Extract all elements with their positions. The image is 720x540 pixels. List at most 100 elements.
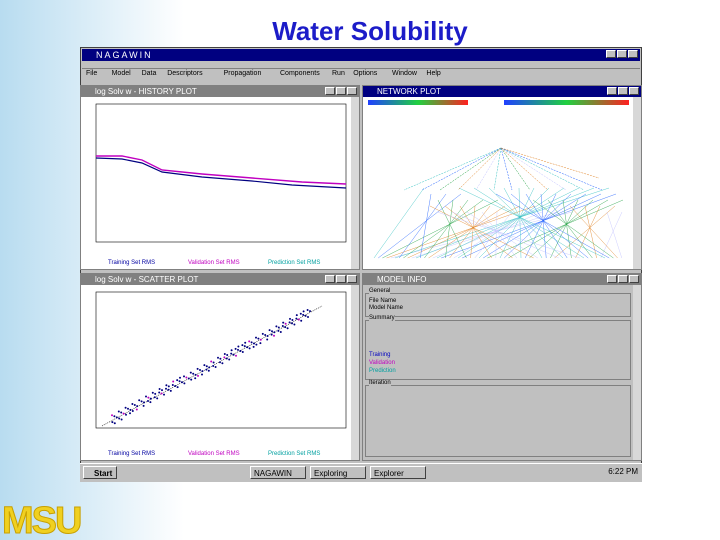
taskbar-item[interactable]: Explorer — [370, 466, 426, 479]
window-title: NETWORK PLOT — [377, 87, 442, 96]
scatter-point — [120, 411, 123, 414]
scatter-point — [201, 370, 204, 373]
scatter-point — [203, 364, 206, 367]
window-title: MODEL INFO — [377, 275, 427, 284]
network-edge — [457, 147, 502, 191]
network-edge — [569, 205, 618, 259]
scatter-point — [212, 361, 215, 364]
scatter-point — [300, 319, 303, 322]
scatter-point — [199, 369, 201, 371]
window-titlebar: log Solv w - SCATTER PLOT — [81, 274, 359, 285]
scatter-point — [113, 422, 116, 425]
maximize-button[interactable] — [618, 275, 628, 283]
scatter-point — [309, 310, 311, 313]
maximize-button[interactable] — [617, 50, 627, 58]
scatter-point — [264, 333, 267, 336]
scatter-point — [176, 379, 179, 382]
minimize-button[interactable] — [607, 87, 617, 95]
scatter-point — [237, 348, 239, 351]
network-edge — [495, 211, 498, 259]
network-edge — [403, 199, 484, 259]
legend-entry: Training Set RMS — [108, 451, 155, 457]
section-box — [365, 293, 631, 317]
scatter-point — [306, 309, 309, 312]
scatter-point — [259, 342, 262, 345]
close-button[interactable] — [629, 275, 639, 283]
network-edge — [441, 193, 617, 259]
scatter-point — [181, 381, 183, 384]
scatter-point — [291, 318, 294, 321]
maximize-button[interactable] — [618, 87, 628, 95]
menu-item[interactable]: Descriptors — [167, 70, 203, 77]
taskbar: Start 6:22 PM NAGAWIN Exploring Explorer — [80, 463, 642, 482]
scatter-point — [142, 404, 145, 407]
taskbar-item[interactable]: Exploring — [310, 466, 366, 479]
minimize-button[interactable] — [606, 50, 616, 58]
scatter-point — [167, 385, 170, 388]
minimize-button[interactable] — [325, 275, 335, 283]
menu-item[interactable]: File — [86, 70, 98, 77]
scatter-point — [268, 329, 271, 332]
history-plot: Training Set RMS Validation Set RMS Predic… — [95, 103, 347, 266]
network-edge — [373, 187, 425, 259]
network-edge — [562, 199, 572, 259]
minimize-button[interactable] — [325, 87, 335, 95]
network-edge — [473, 187, 585, 259]
network-edge — [382, 199, 499, 259]
toolbar — [82, 62, 640, 69]
scatter-point — [111, 421, 114, 424]
scatter-point — [248, 347, 251, 350]
close-button[interactable] — [347, 275, 357, 283]
minimize-button[interactable] — [607, 275, 617, 283]
scatter-point — [212, 364, 215, 367]
scatter-point — [131, 409, 134, 412]
info-row: File Name — [369, 298, 397, 304]
network-edge — [470, 205, 476, 259]
scatter-point — [297, 318, 300, 321]
scatter-point — [151, 391, 154, 394]
network-edge — [436, 187, 580, 259]
scatter-point — [136, 405, 139, 408]
network-edge — [500, 147, 513, 191]
scatter-point — [277, 329, 280, 332]
taskbar-item[interactable]: NAGAWIN — [250, 466, 306, 479]
legend-entry: Prediction Set RMS — [268, 451, 320, 457]
network-edge — [407, 205, 521, 259]
network-edge — [436, 211, 580, 259]
scatter-point — [219, 361, 221, 364]
scatter-point — [273, 334, 275, 337]
menu-item[interactable]: Run — [332, 70, 345, 77]
menu-item[interactable]: Data — [141, 70, 157, 77]
scatter-point — [197, 374, 199, 377]
network-edge — [429, 205, 534, 259]
maximize-button[interactable] — [336, 87, 346, 95]
scatter-point — [273, 331, 276, 334]
scatter-point — [133, 404, 136, 407]
network-edge — [487, 199, 624, 259]
plot-frame — [95, 103, 347, 243]
scatter-point — [147, 400, 149, 402]
start-button[interactable]: Start — [83, 466, 117, 479]
scatter-point — [248, 340, 251, 343]
network-edge — [437, 199, 467, 259]
menu-item[interactable]: Model — [111, 70, 131, 77]
scatter-point — [237, 345, 240, 348]
scatter-point — [205, 365, 208, 368]
close-button[interactable] — [628, 50, 638, 58]
menu-item[interactable]: Components — [280, 70, 320, 77]
menu-item[interactable]: Propagation — [223, 70, 262, 77]
menu-item[interactable]: Window — [392, 70, 417, 77]
close-button[interactable] — [629, 87, 639, 95]
network-edge — [445, 199, 454, 259]
section-label: General — [369, 288, 391, 294]
close-button[interactable] — [347, 87, 357, 95]
scatter-point — [302, 313, 305, 316]
scatter-point — [122, 412, 125, 415]
menu-item[interactable]: Options — [353, 70, 378, 77]
scatter-point — [158, 391, 161, 394]
maximize-button[interactable] — [336, 275, 346, 283]
network-edge — [478, 187, 550, 259]
menu-item[interactable]: Help — [426, 70, 441, 77]
scatter-point — [131, 402, 134, 405]
network-edge — [529, 199, 594, 259]
